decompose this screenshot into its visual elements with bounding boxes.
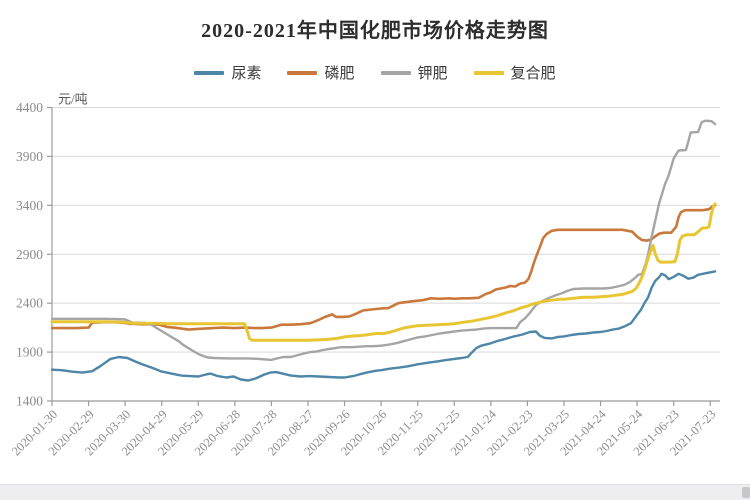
chart-plot-area: 14001900240029003400390044002020-01-3020… bbox=[9, 92, 720, 458]
legend-label-urea: 尿素 bbox=[231, 66, 262, 82]
legend-item-compound: 复合肥 bbox=[473, 62, 556, 83]
series-line-urea bbox=[50, 270, 717, 382]
y-tick-label-1400: 1400 bbox=[16, 394, 43, 409]
legend-item-potash: 钾肥 bbox=[380, 62, 448, 83]
legend-swatch-potash bbox=[380, 70, 411, 75]
series-line-compound bbox=[50, 202, 717, 342]
y-tick-label-1900: 1900 bbox=[16, 345, 43, 360]
y-tick-label-3400: 3400 bbox=[16, 198, 43, 213]
legend-item-urea: 尿素 bbox=[194, 62, 261, 83]
series-line-potash bbox=[50, 119, 717, 362]
y-tick-label-2900: 2900 bbox=[16, 247, 43, 262]
scrollbar-thumb[interactable] bbox=[742, 487, 750, 498]
chart-legend: 尿素 磷肥 钾肥 复合肥 bbox=[0, 62, 750, 83]
legend-label-compound: 复合肥 bbox=[510, 66, 556, 82]
chart-title: 2020-2021年中国化肥市场价格走势图 bbox=[201, 20, 549, 42]
legend-label-phosphate: 磷肥 bbox=[324, 66, 355, 82]
legend-swatch-urea bbox=[194, 70, 225, 75]
y-tick-label-2400: 2400 bbox=[16, 296, 43, 311]
bottom-scrollbar-track[interactable] bbox=[0, 484, 750, 500]
y-tick-label-4400: 4400 bbox=[16, 100, 43, 115]
legend-swatch-compound bbox=[473, 70, 504, 75]
legend-swatch-phosphate bbox=[287, 70, 318, 75]
y-tick-label-3900: 3900 bbox=[16, 149, 43, 164]
y-axis-unit-label: 元/吨 bbox=[58, 92, 88, 107]
series-line-phosphate bbox=[50, 204, 717, 331]
legend-item-phosphate: 磷肥 bbox=[287, 62, 355, 83]
legend-label-potash: 钾肥 bbox=[417, 66, 448, 82]
